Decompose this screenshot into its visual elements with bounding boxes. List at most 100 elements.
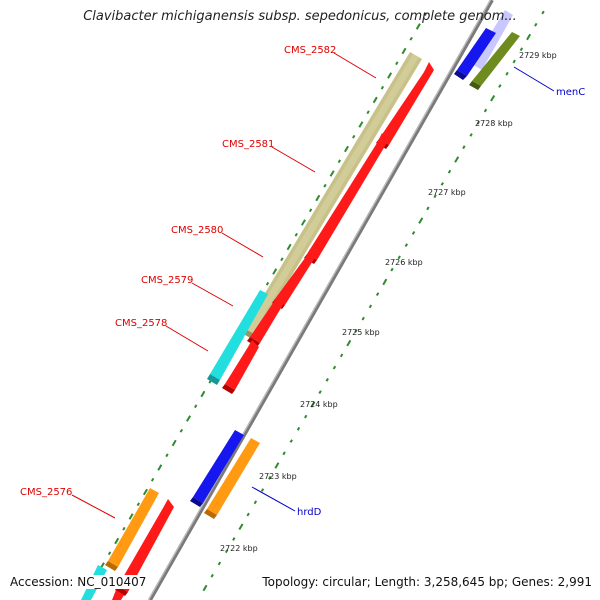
tick-mark xyxy=(512,59,516,64)
tick-mark xyxy=(268,475,272,480)
tick-mark xyxy=(238,523,244,531)
callout-line-cms2580 xyxy=(221,232,264,258)
callout-lines xyxy=(71,52,555,519)
gene-block-cms2576[interactable] xyxy=(105,488,159,571)
accession-text: Accession: NC_010407 xyxy=(10,575,147,589)
tick-mark xyxy=(426,206,430,211)
gene-block-hrdd[interactable] xyxy=(190,430,244,507)
gene-features xyxy=(81,10,520,600)
tick-mark xyxy=(304,414,308,419)
kbp-label: 2728 kbp xyxy=(475,119,513,128)
tick-mark xyxy=(390,267,394,272)
tick-mark xyxy=(534,22,538,27)
tick-mark xyxy=(332,365,337,370)
tick-mark xyxy=(280,257,284,262)
tick-mark xyxy=(368,304,373,309)
tick-mark xyxy=(325,377,329,382)
tick-mark xyxy=(107,551,112,556)
kbp-label: 2727 kbp xyxy=(428,188,466,197)
callout-line-cms2576 xyxy=(71,494,116,519)
tick-mark xyxy=(323,183,327,188)
gene-label-cms2576[interactable]: CMS_2576 xyxy=(20,487,72,498)
tick-mark xyxy=(282,451,286,456)
tick-mark xyxy=(358,121,364,128)
tick-mark xyxy=(128,513,134,520)
tick-mark xyxy=(157,464,163,471)
tick-mark xyxy=(346,339,352,347)
tick-mark xyxy=(415,23,421,30)
tick-mark xyxy=(315,194,321,202)
gene-label-cms2578[interactable]: CMS_2578 xyxy=(115,318,167,329)
tick-mark xyxy=(395,61,399,66)
tick-mark xyxy=(344,145,349,153)
tick-mark xyxy=(519,47,524,52)
tick-mark xyxy=(352,134,356,139)
tick-mark xyxy=(329,170,335,177)
tick-mark xyxy=(260,488,265,492)
tick-mark xyxy=(150,477,155,482)
tick-mark xyxy=(200,390,206,398)
gene-labels: CMS_2582 CMS_2581 CMS_2580 CMS_2579 CMS_… xyxy=(20,45,585,518)
tick-mark xyxy=(361,316,365,321)
map-title: Clavibacter michiganensis subsp. sepedon… xyxy=(83,9,517,24)
kbp-label: 2726 kbp xyxy=(385,258,423,267)
tick-mark xyxy=(526,33,532,41)
tick-mark xyxy=(380,85,385,90)
callout-line-cms2582 xyxy=(333,52,377,79)
gene-block-menc-lavender[interactable] xyxy=(472,10,513,70)
tick-mark xyxy=(142,488,148,496)
tick-mark xyxy=(476,120,480,125)
genome-summary-text: Topology: circular; Length: 3,258,645 bp… xyxy=(262,575,592,589)
kbp-labels: 2722 kbp 2723 kbp 2724 kbp 2725 kbp 2726… xyxy=(220,51,557,553)
tick-mark xyxy=(165,453,169,458)
callout-line-cms2581 xyxy=(271,146,316,173)
gene-label-cms2582[interactable]: CMS_2582 xyxy=(284,45,336,56)
tick-mark xyxy=(246,512,250,517)
tick-marks xyxy=(85,10,545,594)
gene-label-menc[interactable]: menC xyxy=(556,87,585,98)
tick-mark xyxy=(354,328,358,333)
tick-mark xyxy=(272,268,278,275)
gene-arrow-bottom-red[interactable] xyxy=(112,590,124,600)
tick-mark xyxy=(469,133,473,137)
tick-mark xyxy=(265,281,270,286)
tick-mark xyxy=(210,573,214,578)
gene-block-cms2582[interactable] xyxy=(240,52,422,339)
tick-mark xyxy=(498,84,502,88)
tick-mark xyxy=(202,584,208,592)
tick-mark xyxy=(423,12,428,17)
kbp-label: 2729 kbp xyxy=(519,51,557,60)
tick-mark xyxy=(122,526,126,531)
tick-mark xyxy=(541,10,545,15)
gene-block-menc-blue[interactable] xyxy=(454,28,496,80)
tick-mark xyxy=(294,232,298,237)
tick-mark xyxy=(308,208,313,213)
tick-mark xyxy=(382,278,388,286)
tick-mark xyxy=(387,72,393,79)
tick-mark xyxy=(318,390,322,394)
genome-backbone xyxy=(148,0,494,600)
tick-mark xyxy=(253,500,258,505)
gene-label-cms2581[interactable]: CMS_2581 xyxy=(222,139,274,150)
callout-line-cms2579 xyxy=(191,282,234,307)
tick-mark xyxy=(409,36,413,41)
tick-mark xyxy=(418,217,424,224)
gene-block-hrdd-orange[interactable] xyxy=(204,438,260,519)
gene-label-hrdd[interactable]: hrdD xyxy=(297,507,322,518)
tick-mark xyxy=(296,426,301,431)
gene-label-cms2579[interactable]: CMS_2579 xyxy=(141,275,193,286)
kbp-label: 2725 kbp xyxy=(342,328,380,337)
gene-label-cms2580[interactable]: CMS_2580 xyxy=(171,225,223,236)
gene-block-menc-olive[interactable] xyxy=(469,32,520,90)
gene-arrow-cms2578[interactable] xyxy=(222,340,259,394)
tick-mark xyxy=(454,156,460,163)
gene-block-cms2579[interactable] xyxy=(207,290,268,385)
kbp-label: 2724 kbp xyxy=(300,400,338,409)
tick-mark xyxy=(339,353,344,358)
tick-mark xyxy=(397,255,401,260)
kbp-label: 2722 kbp xyxy=(220,544,258,553)
tick-mark xyxy=(289,439,293,443)
tick-mark xyxy=(186,415,192,422)
tick-mark xyxy=(310,401,316,408)
tick-mark xyxy=(401,47,407,55)
